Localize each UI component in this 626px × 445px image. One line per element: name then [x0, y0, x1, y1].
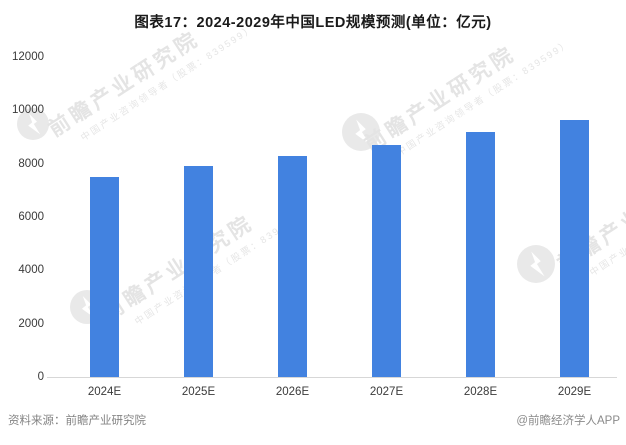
bar-2026E	[278, 155, 307, 377]
bar-2029E	[560, 119, 589, 377]
y-tick-label: 0	[37, 371, 44, 383]
qianzhan-logo-watermark-icon	[517, 245, 555, 283]
x-tick-label: 2027E	[369, 386, 404, 398]
bar-2024E	[90, 177, 119, 377]
y-tick-label: 4000	[18, 264, 44, 277]
y-tick-label: 10000	[12, 104, 44, 117]
y-tick-label: 6000	[18, 211, 44, 223]
chart-title: 图表17：2024-2029年中国LED规模预测(单位：亿元)	[134, 15, 492, 31]
x-tick-label: 2024E	[87, 386, 122, 398]
y-tick-label: 12000	[12, 51, 44, 63]
source-note: 资料来源：前瞻产业研究院	[8, 415, 146, 427]
bar-2028E	[466, 131, 495, 377]
qianzhan-logo-watermark-icon	[17, 108, 49, 140]
credit-note: @前瞻经济学人APP	[516, 415, 620, 427]
x-tick-label: 2025E	[181, 386, 216, 398]
bar-2027E	[372, 145, 401, 377]
y-tick-label: 8000	[18, 157, 44, 170]
x-tick-label: 2029E	[557, 386, 592, 398]
x-tick-label: 2026E	[275, 386, 310, 398]
bar-2025E	[184, 166, 213, 377]
x-tick-label: 2028E	[463, 386, 498, 398]
x-axis-line	[47, 376, 617, 378]
qianzhan-logo-watermark-icon	[342, 113, 380, 151]
y-tick-label: 2000	[18, 317, 44, 330]
